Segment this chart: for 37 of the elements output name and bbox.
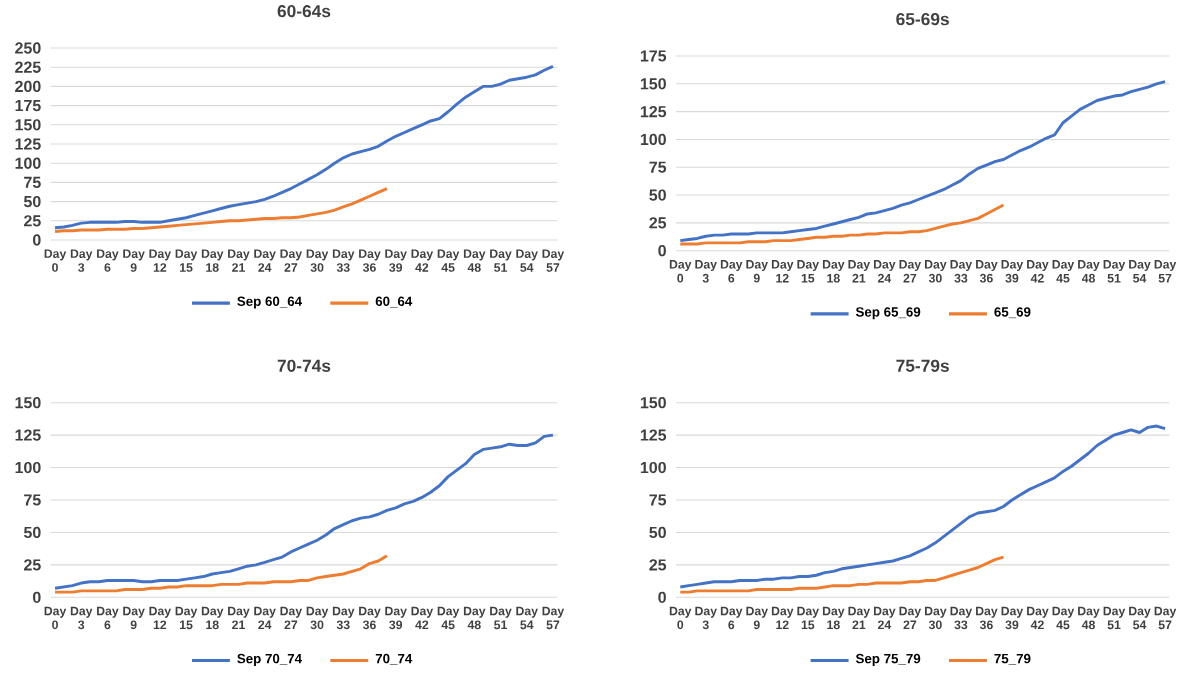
y-tick-label: 175 xyxy=(640,50,667,62)
chart-title: 65-69s xyxy=(896,12,949,26)
y-tick-label: 100 xyxy=(15,157,41,169)
y-tick-label: 125 xyxy=(15,429,41,441)
y-tick-label: 175 xyxy=(15,100,41,112)
y-tick-label: 125 xyxy=(640,105,667,118)
y-tick-label: 150 xyxy=(640,397,666,409)
y-tick-label: 50 xyxy=(23,195,41,208)
y-tick-label: 225 xyxy=(15,61,41,73)
y-tick-label: 150 xyxy=(15,119,41,131)
y-tick-label: 100 xyxy=(640,133,666,146)
y-tick-label: 0 xyxy=(658,591,666,604)
y-tick-label: 50 xyxy=(649,526,666,539)
y-tick-label: 0 xyxy=(658,245,666,257)
y-tick-label: 150 xyxy=(15,397,41,409)
y-tick-label: 100 xyxy=(15,461,41,474)
y-tick-label: 25 xyxy=(24,559,41,571)
y-tick-label: 75 xyxy=(649,494,667,506)
y-tick-label: 75 xyxy=(24,176,41,188)
chart-title: 60-64s xyxy=(277,5,331,18)
y-tick-label: 100 xyxy=(640,461,666,474)
y-tick-label: 25 xyxy=(649,559,667,571)
y-tick-label: 50 xyxy=(649,189,666,201)
y-tick-label: 75 xyxy=(24,494,41,506)
chart-title: 70-74s xyxy=(277,359,331,372)
y-tick-label: 50 xyxy=(23,526,41,539)
y-tick-label: 250 xyxy=(15,42,41,54)
y-tick-label: 125 xyxy=(640,429,667,441)
y-tick-label: 125 xyxy=(15,138,41,150)
y-tick-label: 200 xyxy=(15,80,41,93)
y-tick-label: 0 xyxy=(32,591,41,604)
y-tick-label: 0 xyxy=(32,234,41,246)
y-tick-label: 25 xyxy=(649,217,667,229)
y-tick-label: 75 xyxy=(649,161,667,173)
y-tick-label: 25 xyxy=(24,215,41,227)
y-tick-label: 150 xyxy=(640,78,666,90)
chart-title: 75-79s xyxy=(896,359,949,372)
